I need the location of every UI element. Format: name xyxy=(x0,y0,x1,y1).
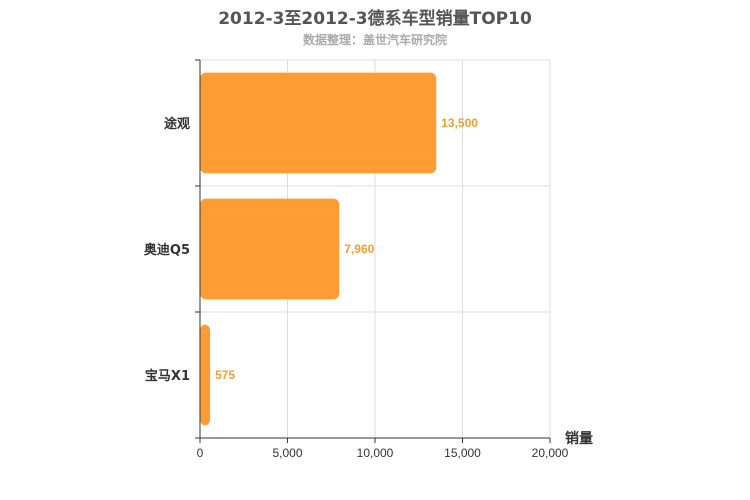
labels: 0 5,000 10,000 15,000 20,000 13,500 途观 7,960 奥迪Q… xyxy=(144,116,569,460)
bar xyxy=(200,324,211,426)
bar xyxy=(200,72,437,174)
x-axis-title: 销量 xyxy=(565,430,593,447)
data-label: 13,500 xyxy=(441,116,478,130)
category-label: 宝马X1 xyxy=(145,368,190,384)
data-label: 575 xyxy=(215,368,235,382)
x-tick-label: 0 xyxy=(197,446,204,460)
data-label: 7,960 xyxy=(344,242,374,256)
category-label: 途观 xyxy=(164,116,190,132)
x-tick-label: 20,000 xyxy=(532,446,569,460)
chart-title: 2012-3至2012-3德系车型销量TOP10 xyxy=(218,9,532,29)
category-label: 奥迪Q5 xyxy=(144,242,190,258)
x-tick-label: 5,000 xyxy=(272,446,302,460)
chart-subtitle: 数据整理：盖世汽车研究院 xyxy=(302,33,447,47)
bar xyxy=(200,198,340,300)
bars xyxy=(200,72,437,426)
x-tick-label: 15,000 xyxy=(444,446,481,460)
axes xyxy=(195,59,551,443)
x-tick-label: 10,000 xyxy=(357,446,394,460)
